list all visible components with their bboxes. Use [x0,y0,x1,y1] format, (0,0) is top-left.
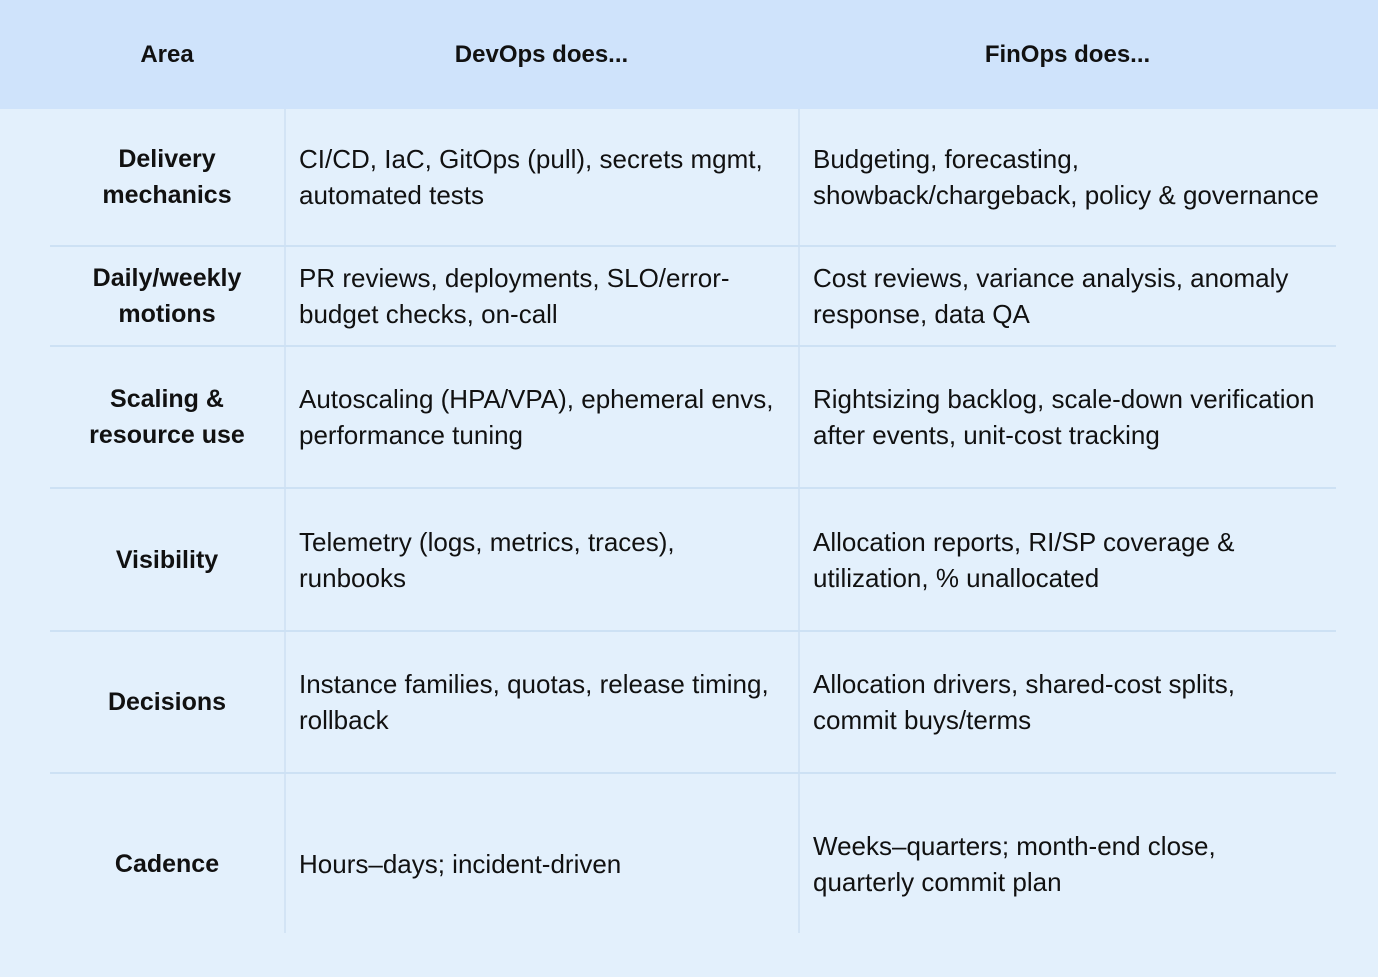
row-area-label: Delivery mechanics [102,145,232,209]
row-divider [50,772,1336,774]
table-row: Scaling & resource use Autoscaling (HPA/… [0,347,1378,487]
column-divider [798,109,800,933]
column-header-area: Area [140,40,194,68]
column-divider [284,109,286,933]
row-finops-text: Allocation drivers, shared-cost splits, … [813,669,1235,735]
table-row: Cadence Hours–days; incident-driven Week… [0,774,1378,954]
table-row: Daily/weekly motions PR reviews, deploym… [0,247,1378,345]
row-finops-text: Weeks–quarters; month-end close, quarter… [813,831,1216,897]
row-divider [50,245,1336,247]
row-divider [50,630,1336,632]
row-devops-text: Hours–days; incident-driven [299,849,622,879]
row-divider [50,487,1336,489]
row-area-label: Daily/weekly motions [92,264,242,328]
row-devops-text: CI/CD, IaC, GitOps (pull), secrets mgmt,… [299,144,763,210]
row-devops-text: Telemetry (logs, metrics, traces), runbo… [299,526,675,593]
row-finops-text: Cost reviews, variance analysis, anomaly… [813,263,1289,329]
table-row: Decisions Instance families, quotas, rel… [0,632,1378,772]
table-header: Area DevOps does... FinOps does... [0,0,1378,109]
row-finops-text: Budgeting, forecasting, showback/chargeb… [813,144,1319,210]
row-area-label: Visibility [115,545,219,574]
row-finops-text: Allocation reports, RI/SP coverage & uti… [813,526,1235,593]
row-devops-text: Autoscaling (HPA/VPA), ephemeral envs, p… [299,384,774,450]
row-area-label: Scaling & resource use [89,385,245,449]
row-area-label: Decisions [107,688,227,716]
row-devops-text: PR reviews, deployments, SLO/error-budge… [299,263,730,329]
column-header-finops: FinOps does... [984,40,1151,68]
row-devops-text: Instance families, quotas, release timin… [299,669,769,735]
table-row: Visibility Telemetry (logs, metrics, tra… [0,489,1378,630]
row-area-label: Cadence [114,850,220,878]
row-finops-text: Rightsizing backlog, scale-down verifica… [813,384,1315,450]
row-divider [50,345,1336,347]
table-row: Delivery mechanics CI/CD, IaC, GitOps (p… [0,109,1378,245]
column-header-devops: DevOps does... [454,40,629,68]
